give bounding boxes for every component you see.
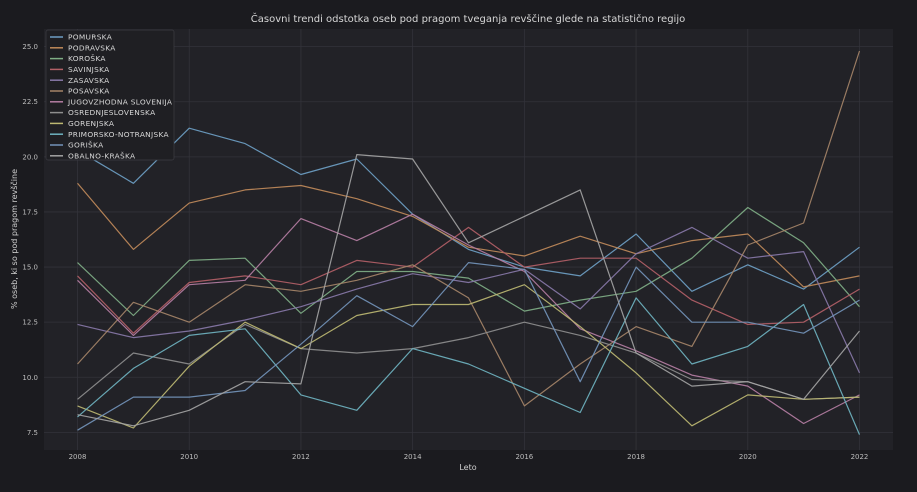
- series-line-7: [77, 213, 860, 425]
- x-tick-label: 2008: [69, 453, 87, 461]
- x-tick-label: 2010: [180, 453, 198, 461]
- y-ticks: 7.5 10.0 12.5 15.0 17.5 20.0 22.5 25.0: [22, 43, 38, 437]
- series-line-3: [77, 206, 860, 317]
- legend-label: GORENJSKA: [68, 119, 114, 128]
- legend-label: ZASAVSKA: [68, 76, 109, 85]
- legend-label: OBALNO-KRAŠKA: [68, 151, 135, 160]
- x-ticks: 2008 2010 2012 2014 2016 2018 2020 2022: [69, 453, 869, 461]
- legend-label: JUGOVZHODNA SLOVENIJA: [67, 97, 172, 106]
- legend-box: [45, 29, 175, 161]
- x-tick-label: 2012: [292, 453, 310, 461]
- y-tick-label: 15.0: [22, 264, 38, 272]
- legend-label: PRIMORSKO-NOTRANJSKA: [68, 130, 169, 139]
- x-tick-label: 2016: [515, 453, 533, 461]
- y-tick-label: 10.0: [22, 374, 38, 382]
- x-axis-label: Leto: [459, 463, 476, 472]
- series-lines: [77, 50, 861, 435]
- y-axis-label: % oseb, ki so pod pragom revščine: [9, 169, 19, 309]
- x-tick-label: 2020: [739, 453, 757, 461]
- series-line-1: [77, 127, 860, 292]
- legend-label: OSREDNJESLOVENSKA: [68, 108, 155, 117]
- series-line-11: [77, 262, 860, 431]
- legend-label: POSAVSKA: [68, 87, 110, 96]
- series-line-5: [77, 226, 861, 374]
- legend-label: SAVINJSKA: [68, 65, 110, 74]
- x-tick-label: 2022: [851, 453, 869, 461]
- series-line-6: [77, 50, 861, 407]
- legend-label: GORIŠKA: [68, 141, 103, 150]
- x-tick-label: 2014: [404, 453, 422, 461]
- series-line-4: [77, 226, 860, 334]
- y-tick-label: 25.0: [22, 43, 38, 51]
- plot-area: [44, 29, 893, 450]
- y-tick-label: 7.5: [27, 429, 38, 437]
- legend-label: POMURSKA: [68, 33, 112, 42]
- y-tick-label: 12.5: [22, 319, 38, 327]
- legend-label: KOROŠKA: [68, 54, 106, 63]
- series-line-9: [77, 284, 860, 429]
- x-tick-label: 2018: [627, 453, 645, 461]
- y-tick-label: 17.5: [22, 208, 38, 216]
- grid: [44, 29, 893, 450]
- series-line-10: [77, 297, 861, 435]
- series-line-2: [77, 182, 860, 288]
- y-tick-label: 22.5: [22, 98, 38, 106]
- chart-title: Časovni trendi odstotka oseb pod pragom …: [251, 12, 685, 25]
- legend-label: PODRAVSKA: [68, 43, 116, 52]
- series-line-12: [77, 154, 860, 427]
- y-tick-label: 20.0: [22, 153, 38, 161]
